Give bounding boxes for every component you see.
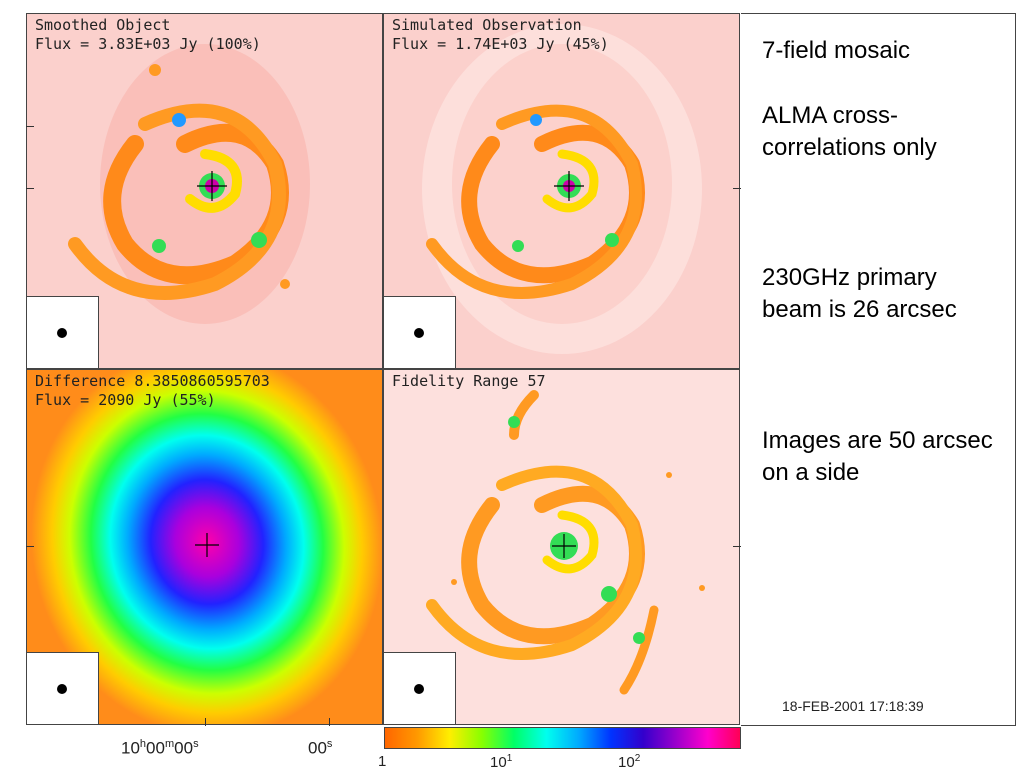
x-axis-label-sec: 00s [308, 738, 333, 758]
axis-tick [329, 718, 330, 726]
difference-image [27, 370, 382, 724]
beam-dot [414, 328, 424, 338]
axis-tick [26, 546, 34, 547]
alma-note: ALMA cross-correlations only [762, 102, 937, 161]
smoothed-object-panel: Smoothed Object Flux = 3.83E+03 Jy (100%… [26, 13, 383, 369]
colorbar-tick-100: 102 [618, 753, 641, 771]
beam-dot [414, 684, 424, 694]
smoothed-object-title: Smoothed Object Flux = 3.83E+03 Jy (100%… [35, 16, 261, 53]
primary-beam-note: 230GHz primary beam is 26 arcsec [762, 264, 957, 323]
colorbar [384, 727, 741, 749]
difference-panel: Difference 8.3850860595703 Flux = 2090 J… [26, 369, 383, 725]
axis-tick [205, 718, 206, 726]
fidelity-panel: Fidelity Range 57 [383, 369, 740, 725]
beam-inset [384, 652, 456, 724]
mosaic-note: 7-field mosaic [762, 37, 911, 64]
beam-inset [27, 652, 99, 724]
beam-dot [57, 328, 67, 338]
colorbar-tick-1: 1 [378, 753, 387, 770]
x-axis-label-ra: 10h00m00s [121, 738, 199, 758]
simulated-observation-image [384, 14, 739, 368]
image-size-note: Images are 50 arcsec on a side [762, 427, 993, 486]
simulated-observation-title: Simulated Observation Flux = 1.74E+03 Jy… [392, 16, 609, 53]
axis-tick [26, 126, 34, 127]
notes-frame [741, 13, 1016, 726]
axis-tick [733, 546, 741, 547]
beam-dot [57, 684, 67, 694]
beam-inset [384, 296, 456, 368]
fidelity-title: Fidelity Range 57 [392, 372, 546, 390]
axis-tick [733, 188, 741, 189]
axis-tick [26, 188, 34, 189]
difference-title: Difference 8.3850860595703 Flux = 2090 J… [35, 372, 270, 409]
colorbar-tick-10: 101 [490, 753, 513, 771]
simulated-observation-panel: Simulated Observation Flux = 1.74E+03 Jy… [383, 13, 740, 369]
beam-inset [27, 296, 99, 368]
timestamp: 18-FEB-2001 17:18:39 [782, 698, 924, 714]
